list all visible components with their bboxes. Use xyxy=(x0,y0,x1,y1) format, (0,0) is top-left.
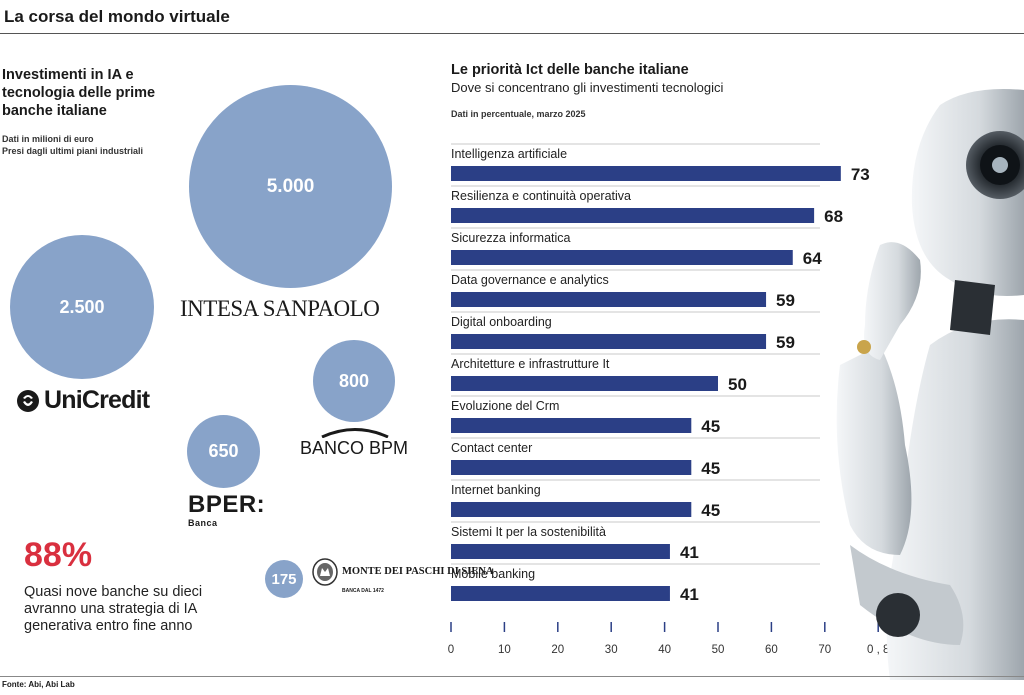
category-label: Digital onboarding xyxy=(451,315,552,329)
chart-subtitle: Dove si concentrano gli investimenti tec… xyxy=(451,80,724,95)
bubble-banco-bpm: 800 xyxy=(313,340,395,422)
category-label: Intelligenza artificiale xyxy=(451,147,567,161)
category-label: Architetture e infrastrutture It xyxy=(451,357,610,371)
unicredit-logo: UniCredit xyxy=(16,386,150,415)
category-label: Sistemi It per la sostenibilità xyxy=(451,525,606,539)
x-tick-label: 30 xyxy=(605,644,618,656)
unicredit-symbol-icon xyxy=(17,389,39,412)
intesa-sanpaolo-logo: INTESA SANPAOLO xyxy=(180,296,380,322)
x-tick-label: 20 xyxy=(551,644,564,656)
x-tick-label: 0 xyxy=(448,644,454,656)
left-panel-title: Investimenti in IA e tecnologia delle pr… xyxy=(2,67,156,119)
bar xyxy=(451,502,692,517)
data-label: 45 xyxy=(701,459,720,478)
left-panel-note: Dati in milioni di euro Presi dagli ulti… xyxy=(2,133,143,157)
bubble-mps: 175 xyxy=(265,560,303,598)
robot-illustration xyxy=(836,89,1024,680)
data-label: 45 xyxy=(701,501,720,520)
bar xyxy=(451,292,767,307)
bar xyxy=(451,544,670,559)
banco-bpm-logo: BANCO BPM xyxy=(300,426,408,459)
bubble-value: 2.500 xyxy=(59,296,105,317)
data-label: 45 xyxy=(701,417,720,436)
data-label: 41 xyxy=(680,585,699,604)
data-label: 50 xyxy=(728,375,747,394)
logo-text: MONTE DEI PASCHI DI SIENA xyxy=(342,566,494,577)
banco-bpm-arc-icon xyxy=(321,428,389,438)
mps-logo: MONTE DEI PASCHI DI SIENA BANCA DAL 1472 xyxy=(312,558,494,594)
bubble-intesa-sanpaolo: 5.000 xyxy=(189,85,392,288)
source-note: Fonte: Abi, Abi Lab xyxy=(0,676,1024,689)
stat-description: Quasi nove banche su dieci avranno una s… xyxy=(24,584,203,634)
chart-title: Le priorità Ict delle banche italiane xyxy=(451,62,689,78)
logo-subtext: Banca xyxy=(188,518,218,528)
bper-logo: BPER: Banca xyxy=(188,491,266,529)
page-title: La corsa del mondo virtuale xyxy=(4,7,230,26)
bubble-unicredit: 2.500 xyxy=(10,235,154,379)
logo-text: UniCredit xyxy=(44,386,150,414)
x-tick-label: 40 xyxy=(658,644,671,656)
category-label: Evoluzione del Crm xyxy=(451,399,559,413)
bar xyxy=(451,376,718,391)
bubble-bper: 650 xyxy=(187,415,260,488)
bar xyxy=(451,460,692,475)
bubble-value: 800 xyxy=(338,370,370,391)
data-label: 59 xyxy=(776,291,795,310)
note-line: Presi dagli ultimi piani industriali xyxy=(2,146,144,156)
bubble-value: 5.000 xyxy=(266,175,315,197)
stat-percentage: 88% xyxy=(24,536,93,574)
category-label: Sicurezza informatica xyxy=(451,231,571,245)
bubble-value: 175 xyxy=(271,570,297,588)
x-tick-label: 10 xyxy=(498,644,511,656)
bubble-value: 650 xyxy=(208,441,239,461)
logo-text: INTESA SANPAOLO xyxy=(180,296,380,321)
data-label: 41 xyxy=(680,543,699,562)
data-label: 59 xyxy=(776,333,795,352)
logo-text: BANCO BPM xyxy=(300,438,409,458)
x-tick-label: 60 xyxy=(765,644,778,656)
mps-seal-icon xyxy=(312,558,338,586)
category-label: Resilienza e continuità operativa xyxy=(451,189,631,203)
bar xyxy=(451,208,815,223)
chart-note: Dati in percentuale, marzo 2025 xyxy=(451,109,586,119)
bar xyxy=(451,418,692,433)
logo-text: BPER: xyxy=(188,491,266,518)
header-bar: La corsa del mondo virtuale xyxy=(0,0,1024,34)
bar xyxy=(451,334,767,349)
bar xyxy=(451,166,841,181)
x-tick-label: 50 xyxy=(712,644,725,656)
category-label: Data governance e analytics xyxy=(451,273,609,287)
bar xyxy=(451,250,793,265)
bar xyxy=(451,586,670,601)
logo-subtext: BANCA DAL 1472 xyxy=(342,588,384,594)
category-label: Contact center xyxy=(451,441,532,455)
category-label: Internet banking xyxy=(451,483,541,497)
note-line: Dati in milioni di euro xyxy=(2,134,94,144)
